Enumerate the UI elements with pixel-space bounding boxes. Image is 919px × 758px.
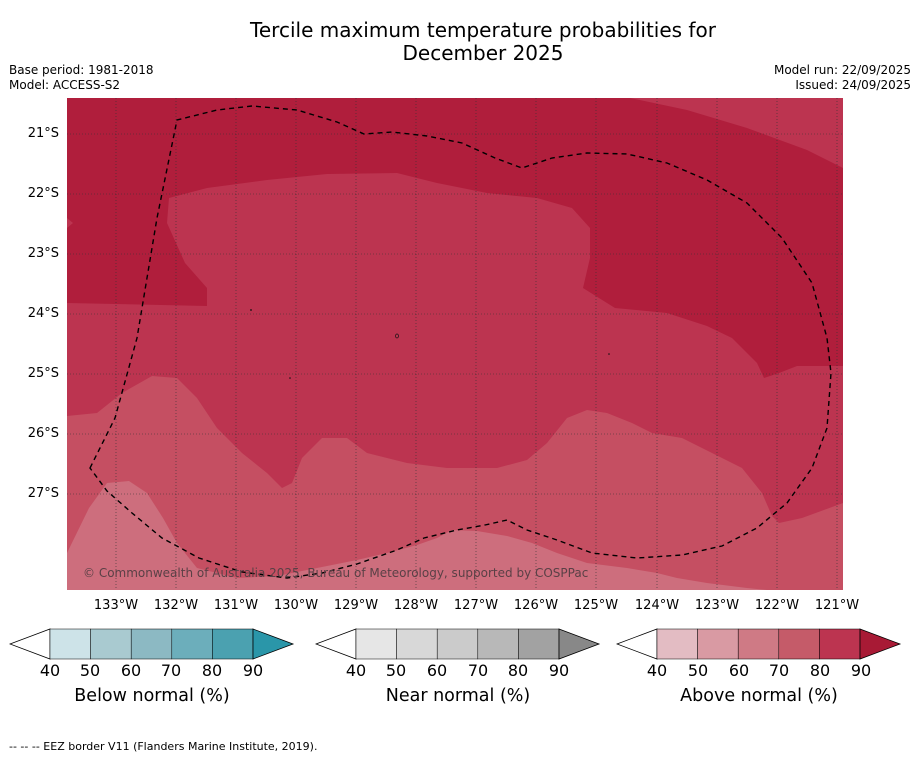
colorbar-tick: 70 [160,661,182,680]
colorbar-swatch [656,628,698,660]
issued-date: Issued: 24/09/2025 [795,78,911,92]
colorbar-swatch [477,628,519,660]
model-run: Model run: 22/09/2025 [773,63,911,77]
colorbar-tick: 80 [507,661,529,680]
lon-label: 125°W [573,598,619,613]
lat-label: 25°S [27,366,59,381]
colorbar-extend-high [558,628,601,660]
lon-label: 129°W [333,598,379,613]
probability-map[interactable]: © Commonwealth of Australia 2025, Bureau… [67,98,843,590]
colorbar-swatch [518,628,560,660]
colorbar-swatch [737,628,780,660]
lon-label: 133°W [93,598,139,613]
colorbar-near-label: Near normal (%) [385,686,531,706]
title-line-2: December 2025 [402,41,564,65]
colorbar-tick: 40 [345,661,367,680]
islands [250,309,610,379]
title-line-1: Tercile maximum temperature probabilitie… [250,18,716,42]
base-period: Base period: 1981-2018 [9,63,154,77]
colorbar-tick: 60 [426,661,448,680]
colorbar-above-label: Above normal (%) [680,686,838,706]
lon-label: 132°W [153,598,199,613]
colorbar-extend-low [616,628,658,660]
eez-footnote: -- -- -- EEZ border V11 (Flanders Marine… [9,740,318,753]
zone-above-60 [67,481,767,590]
lat-label: 23°S [27,246,59,261]
colorbar-above-swatches [616,628,902,660]
lon-label: 121°W [814,598,860,613]
lon-label: 130°W [273,598,319,613]
colorbar-tick: 50 [687,661,709,680]
lat-label: 22°S [27,186,59,201]
colorbar-above-svg [616,628,902,660]
lon-label: 126°W [513,598,559,613]
colorbar-extend-low [9,628,51,660]
colorbar-swatch [697,628,739,660]
meta-right: Model run: 22/09/2025 Issued: 24/09/2025 [774,63,911,93]
meta-left: Base period: 1981-2018 Model: ACCESS-S2 [9,63,154,93]
colorbar-extend-low [315,628,357,660]
colorbar-near-svg [315,628,601,660]
lon-label: 127°W [453,598,499,613]
colorbar-below-label: Below normal (%) [74,686,230,706]
colorbar-tick: 60 [120,661,142,680]
colorbar-tick: 70 [768,661,790,680]
colorbar-tick: 80 [809,661,831,680]
map-svg: © Commonwealth of Australia 2025, Bureau… [67,98,843,590]
colorbar-tick: 40 [646,661,668,680]
map-title: Tercile maximum temperature probabilitie… [0,19,919,65]
colorbar-swatch [819,628,861,660]
lat-label: 21°S [27,126,59,141]
model-name: Model: ACCESS-S2 [9,78,121,92]
copyright-notice: © Commonwealth of Australia 2025, Bureau… [83,566,588,580]
colorbar-swatch [49,628,91,660]
lat-label: 24°S [27,306,59,321]
colorbar-tick: 50 [385,661,407,680]
colorbar-tick: 40 [39,661,61,680]
colorbar-below-svg [9,628,295,660]
colorbar-swatch [90,628,132,660]
colorbar-tick: 50 [79,661,101,680]
lat-label: 27°S [27,486,59,501]
colorbar-swatch [212,628,254,660]
colorbar-tick: 90 [242,661,264,680]
colorbar-below-swatches [9,628,295,660]
zone-above-80b [67,218,73,228]
colorbar-tick: 90 [850,661,872,680]
lon-label: 124°W [634,598,680,613]
lon-label: 122°W [754,598,800,613]
lat-label: 26°S [27,426,59,441]
graticule-lon [115,98,838,590]
graticule-lat [67,133,843,495]
eez-border [89,105,832,579]
colorbar-tick: 60 [728,661,750,680]
colorbar-swatch [396,628,438,660]
colorbar-swatch [778,628,820,660]
lon-label: 123°W [694,598,740,613]
colorbar-tick: 80 [201,661,223,680]
colorbar-swatch [436,628,479,660]
colorbar-swatch [130,628,173,660]
lon-label: 131°W [213,598,259,613]
colorbar-tick: 70 [467,661,489,680]
colorbar-extend-high [859,628,902,660]
colorbar-extend-high [252,628,295,660]
colorbar-swatch [171,628,213,660]
colorbar-near-swatches [315,628,601,660]
colorbar-tick: 90 [548,661,570,680]
zone-above-70 [67,376,843,590]
colorbar-swatch [355,628,397,660]
lon-label: 128°W [393,598,439,613]
